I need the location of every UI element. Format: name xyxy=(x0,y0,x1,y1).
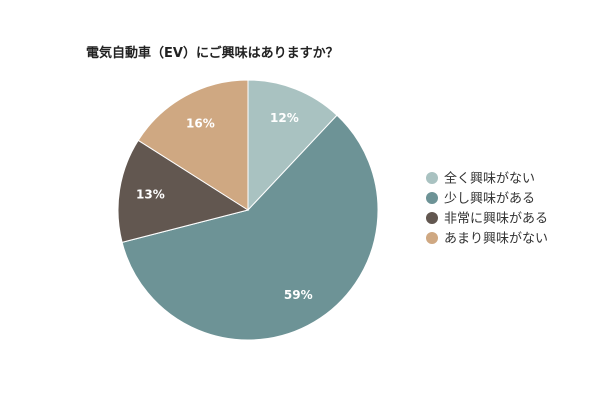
pie-slices xyxy=(117,79,379,341)
slice-percent-label: 13% xyxy=(136,188,165,202)
legend-label: 少し興味がある xyxy=(444,192,535,207)
legend-label: 全く興味がない xyxy=(444,171,535,187)
pie-slice-labels: 12% 59% 13% 16% xyxy=(136,111,313,302)
slice-percent-label: 12% xyxy=(270,111,299,125)
pie-slice xyxy=(247,79,338,212)
slice-percent-label: 16% xyxy=(186,116,215,130)
legend-swatch xyxy=(426,212,438,224)
chart-title: 電気自動車（EV）にご興味はありますか？ xyxy=(86,45,339,61)
legend-swatch xyxy=(426,192,438,204)
legend-label: 非常に興味がある xyxy=(444,212,548,227)
legend-swatch xyxy=(426,172,438,184)
slice-percent-label: 59% xyxy=(284,288,313,302)
pie-slice xyxy=(121,114,379,341)
legend-label: あまり興味がない xyxy=(444,232,548,247)
pie-slice xyxy=(117,139,250,243)
pie-slice xyxy=(137,79,249,211)
legend-swatch xyxy=(426,232,438,244)
